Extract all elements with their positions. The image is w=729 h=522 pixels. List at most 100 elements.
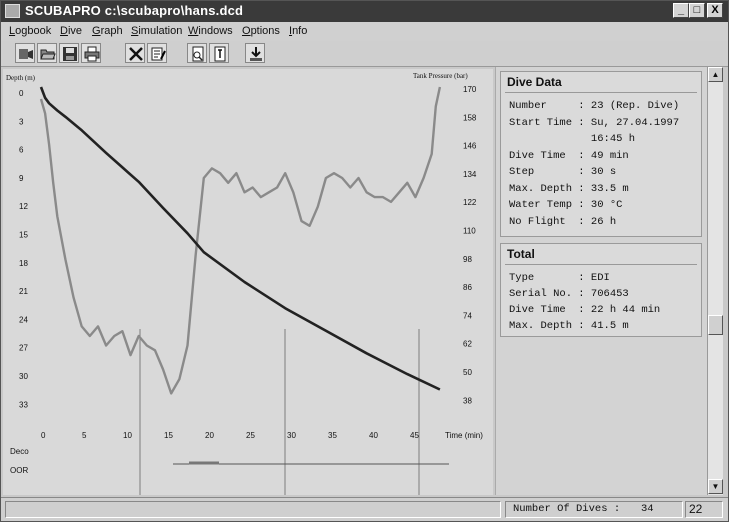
depth-tick-label: 33 — [19, 400, 28, 409]
menu-logbook[interactable]: Logbook — [9, 25, 52, 37]
status-field — [685, 501, 723, 518]
total-title: Total — [507, 247, 535, 261]
maximize-button[interactable]: □ — [689, 3, 705, 18]
dive-data-row: No Flight : 26 h — [509, 215, 617, 228]
dive-computer-button[interactable] — [15, 43, 35, 63]
menu-info[interactable]: Info — [289, 25, 308, 37]
dive-data-row: Dive Time : 49 min — [509, 149, 629, 162]
pressure-tick-label: 74 — [463, 311, 472, 320]
dive-data-row: 16:45 h — [509, 133, 636, 145]
graph-canvas: 0 3 6 9 12 15 18 21 24 27 30 33 170 158 146 134 122 110 98… — [6, 72, 483, 495]
time-tick-label: 10 — [123, 431, 132, 440]
save-button[interactable] — [59, 43, 79, 63]
download-button[interactable] — [245, 43, 265, 63]
pressure-tick-label: 146 — [463, 142, 477, 151]
menu-bar: Logbook Dive Graph Simulation Windows Op… — [1, 22, 728, 41]
open-folder-icon — [40, 49, 56, 60]
time-tick-label: 25 — [246, 431, 255, 440]
scroll-down-arrow[interactable]: ▼ — [708, 479, 723, 494]
dive-count-value: 34 — [641, 503, 654, 515]
print-icon — [84, 46, 100, 62]
pressure-tick-label: 98 — [463, 255, 472, 264]
dive-data-row: Number : 23 (Rep. Dive) — [509, 100, 680, 112]
depth-tick-label: 15 — [19, 231, 28, 240]
depth-tick-label: 24 — [19, 315, 28, 324]
time-tick-label: 35 — [328, 431, 337, 440]
dive-data-row: Start Time : Su, 27.04.1997 — [509, 116, 680, 129]
time-tick-label: 20 — [205, 431, 214, 440]
status-bar: Number Of Dives : 34 22 — [1, 497, 728, 521]
pressure-tick-label: 134 — [463, 170, 477, 179]
tank-pressure-line — [39, 86, 442, 395]
time-tick-label: 5 — [82, 431, 87, 440]
print-button[interactable] — [81, 43, 101, 63]
oor-label: OOR — [10, 466, 28, 475]
scroll-up-arrow[interactable]: ▲ — [708, 67, 723, 82]
pressure-tick-label: 62 — [463, 340, 472, 349]
current-dive-number: 22 — [689, 502, 703, 516]
dive-computer-icon — [19, 49, 33, 59]
info-panel: Dive Data Number : 23 (Rep. Dive) Start T… — [495, 67, 707, 495]
open-button[interactable] — [37, 43, 57, 63]
menu-simulation[interactable]: Simulation — [131, 25, 183, 37]
toolbar — [1, 41, 728, 67]
total-row: Max. Depth : 41.5 m — [509, 320, 629, 332]
depth-tick-label: 27 — [19, 344, 28, 353]
edit-notes-button[interactable] — [147, 43, 167, 63]
menu-dive[interactable]: Dive — [60, 25, 83, 37]
window-title: SCUBAPRO c:\scubapro\hans.dcd — [25, 3, 244, 18]
save-disk-icon — [63, 47, 77, 61]
time-tick-label: 0 — [41, 431, 46, 440]
time-tick-label: 40 — [369, 431, 378, 440]
deco-label: Deco — [10, 447, 29, 456]
menu-graph[interactable]: Graph — [92, 25, 123, 37]
dive-data-row: Water Temp : 30 °C — [509, 199, 623, 211]
pressure-tick-label: 86 — [463, 283, 472, 292]
depth-tick-label: 3 — [19, 117, 24, 126]
total-row: Dive Time : 22 h 44 min — [509, 304, 661, 316]
time-tick-label: 15 — [164, 431, 173, 440]
dive-profile-graph[interactable]: 0 3 6 9 12 15 18 21 24 27 30 33 170 158 146 134 122 110 98… — [3, 69, 493, 495]
depth-tick-label: 12 — [19, 202, 28, 211]
divider — [505, 92, 697, 93]
app-icon[interactable] — [5, 4, 20, 18]
info-page-button[interactable] — [209, 43, 229, 63]
dive-data-group: Dive Data Number : 23 (Rep. Dive) Start T… — [500, 71, 702, 237]
scroll-thumb[interactable] — [708, 315, 723, 335]
pressure-tick-label: 110 — [463, 227, 476, 236]
dive-count-label: Number Of Dives : — [513, 503, 621, 515]
pressure-tick-label: 170 — [463, 85, 477, 94]
title-bar[interactable]: SCUBAPRO c:\scubapro\hans.dcd _ □ X — [1, 1, 728, 22]
minimize-button[interactable]: _ — [673, 3, 689, 18]
menu-options[interactable]: Options — [242, 25, 280, 37]
status-field — [505, 501, 683, 518]
dive-data-title: Dive Data — [507, 75, 562, 89]
depth-tick-label: 9 — [19, 174, 24, 183]
delete-x-icon — [129, 47, 143, 61]
total-group: Total Type : EDI Serial No. : 706453 Dive … — [500, 243, 702, 337]
depth-tick-label: 21 — [19, 287, 28, 296]
depth-tick-label: 0 — [19, 89, 24, 98]
vertical-scrollbar[interactable]: ▲ ▼ — [707, 67, 723, 495]
depth-tick-label: 6 — [19, 146, 24, 155]
pressure-tick-label: 50 — [463, 368, 472, 377]
menu-windows[interactable]: Windows — [188, 25, 233, 37]
delete-button[interactable] — [125, 43, 145, 63]
total-row: Type : EDI — [509, 272, 610, 284]
total-row: Serial No. : 706453 — [509, 288, 629, 300]
depth-tick-label: 18 — [19, 259, 28, 268]
divider — [505, 264, 697, 265]
time-tick-label: 30 — [287, 431, 296, 440]
pressure-tick-label: 38 — [463, 396, 472, 405]
info-page-icon — [214, 46, 226, 62]
dive-data-row: Step : 30 s — [509, 166, 617, 178]
dive-data-row: Max. Depth : 33.5 m — [509, 182, 629, 195]
time-tick-label: 45 — [410, 431, 419, 440]
time-axis-title: Time (min) — [445, 431, 483, 440]
page-view-button[interactable] — [187, 43, 207, 63]
edit-notes-icon — [151, 47, 166, 61]
pressure-tick-label: 122 — [463, 198, 477, 207]
close-button[interactable]: X — [707, 3, 723, 18]
status-field — [5, 501, 501, 518]
